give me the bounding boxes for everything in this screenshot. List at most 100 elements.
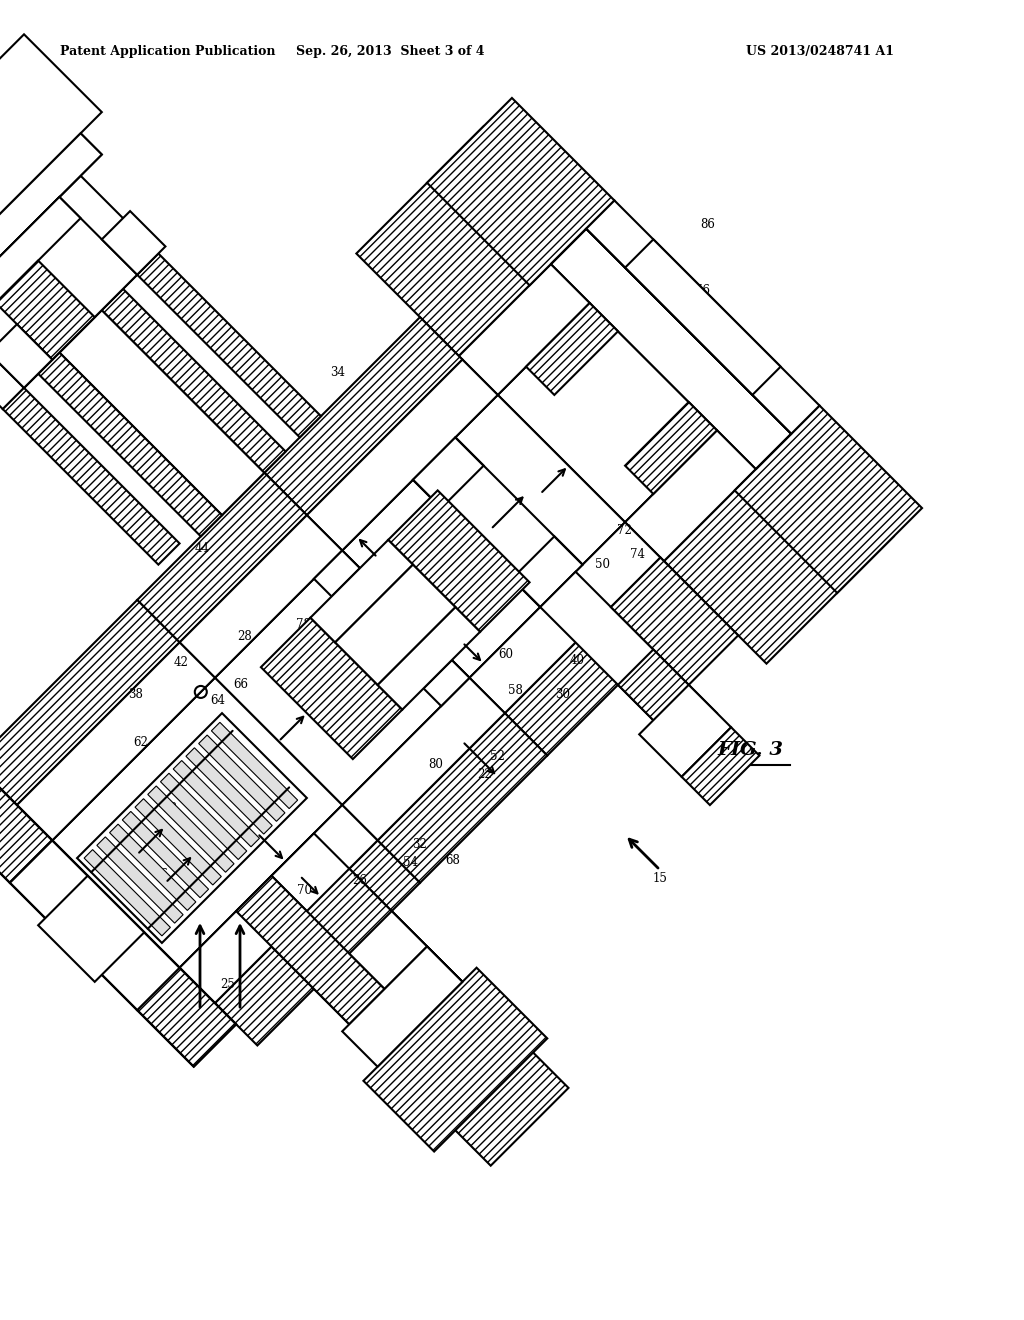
- Polygon shape: [625, 430, 756, 561]
- Text: 52: 52: [490, 751, 505, 763]
- Polygon shape: [122, 812, 209, 898]
- Text: 30: 30: [555, 689, 570, 701]
- Polygon shape: [734, 405, 922, 593]
- Text: 72: 72: [617, 524, 632, 536]
- Polygon shape: [378, 713, 547, 883]
- Polygon shape: [110, 824, 196, 911]
- Polygon shape: [173, 760, 259, 847]
- Text: 22: 22: [477, 768, 492, 781]
- Text: 78: 78: [296, 619, 311, 631]
- Polygon shape: [137, 253, 321, 437]
- Text: 60: 60: [498, 648, 513, 661]
- Polygon shape: [3, 388, 179, 565]
- Polygon shape: [271, 833, 463, 1024]
- Polygon shape: [237, 875, 420, 1060]
- Polygon shape: [342, 395, 625, 677]
- Polygon shape: [17, 643, 215, 841]
- Text: 58: 58: [508, 684, 523, 697]
- Polygon shape: [0, 197, 81, 304]
- Polygon shape: [413, 437, 483, 508]
- Polygon shape: [52, 677, 342, 968]
- Polygon shape: [307, 359, 498, 550]
- Polygon shape: [0, 133, 101, 352]
- Text: 28: 28: [238, 631, 252, 644]
- Polygon shape: [211, 722, 298, 809]
- Polygon shape: [364, 968, 547, 1151]
- Polygon shape: [38, 352, 222, 536]
- Polygon shape: [639, 685, 731, 776]
- Text: 44: 44: [195, 541, 210, 554]
- Polygon shape: [137, 473, 307, 643]
- Polygon shape: [551, 228, 792, 469]
- Polygon shape: [0, 197, 137, 388]
- Polygon shape: [388, 491, 529, 632]
- Polygon shape: [349, 946, 568, 1166]
- Text: 86: 86: [700, 219, 715, 231]
- Polygon shape: [625, 239, 780, 395]
- Polygon shape: [215, 841, 420, 1045]
- Text: US 2013/0248741 A1: US 2013/0248741 A1: [746, 45, 894, 58]
- Polygon shape: [342, 946, 463, 1067]
- Text: Sep. 26, 2013  Sheet 3 of 4: Sep. 26, 2013 Sheet 3 of 4: [296, 45, 484, 58]
- Text: 80: 80: [428, 759, 442, 771]
- Polygon shape: [199, 735, 285, 821]
- Text: 34: 34: [330, 366, 345, 379]
- Polygon shape: [271, 869, 463, 1060]
- Polygon shape: [0, 133, 101, 352]
- Text: 66: 66: [233, 678, 248, 692]
- Text: 50: 50: [595, 558, 610, 572]
- Polygon shape: [682, 727, 760, 805]
- Text: 78: 78: [162, 801, 177, 814]
- Text: 62: 62: [133, 735, 148, 748]
- Text: 56: 56: [153, 869, 168, 882]
- Polygon shape: [625, 403, 717, 494]
- Text: 54: 54: [402, 855, 418, 869]
- Polygon shape: [356, 127, 586, 356]
- Polygon shape: [424, 660, 469, 706]
- Polygon shape: [101, 289, 286, 473]
- Polygon shape: [135, 799, 221, 884]
- Text: 76: 76: [695, 284, 710, 297]
- Polygon shape: [618, 649, 717, 748]
- Polygon shape: [10, 841, 179, 1010]
- Polygon shape: [526, 304, 618, 395]
- Polygon shape: [0, 34, 101, 352]
- Text: 40: 40: [570, 653, 585, 667]
- Text: 26: 26: [352, 874, 368, 887]
- Text: 64: 64: [210, 693, 225, 706]
- Polygon shape: [0, 260, 95, 359]
- Polygon shape: [611, 557, 738, 685]
- Text: Patent Application Publication: Patent Application Publication: [60, 45, 275, 58]
- Polygon shape: [427, 98, 614, 285]
- Polygon shape: [264, 317, 463, 515]
- Polygon shape: [378, 607, 480, 710]
- Polygon shape: [0, 176, 159, 409]
- Text: 25: 25: [220, 978, 236, 991]
- Polygon shape: [261, 618, 402, 759]
- Polygon shape: [512, 536, 583, 607]
- Polygon shape: [0, 325, 52, 388]
- Polygon shape: [0, 601, 179, 805]
- Polygon shape: [349, 911, 534, 1096]
- Polygon shape: [314, 550, 359, 597]
- Polygon shape: [179, 805, 378, 1003]
- Text: 38: 38: [128, 689, 143, 701]
- Polygon shape: [38, 875, 144, 982]
- Polygon shape: [310, 540, 413, 643]
- Text: 70: 70: [298, 883, 312, 896]
- Polygon shape: [179, 515, 342, 677]
- Polygon shape: [335, 565, 456, 685]
- Polygon shape: [137, 968, 237, 1067]
- Polygon shape: [505, 557, 702, 755]
- Polygon shape: [97, 837, 183, 923]
- Polygon shape: [59, 310, 264, 515]
- Polygon shape: [541, 572, 689, 721]
- Text: 42: 42: [173, 656, 188, 669]
- Text: 68: 68: [445, 854, 460, 866]
- Polygon shape: [186, 748, 272, 834]
- Polygon shape: [147, 785, 234, 873]
- Polygon shape: [0, 784, 52, 883]
- Polygon shape: [459, 264, 590, 395]
- Polygon shape: [215, 550, 469, 805]
- Text: 15: 15: [653, 871, 668, 884]
